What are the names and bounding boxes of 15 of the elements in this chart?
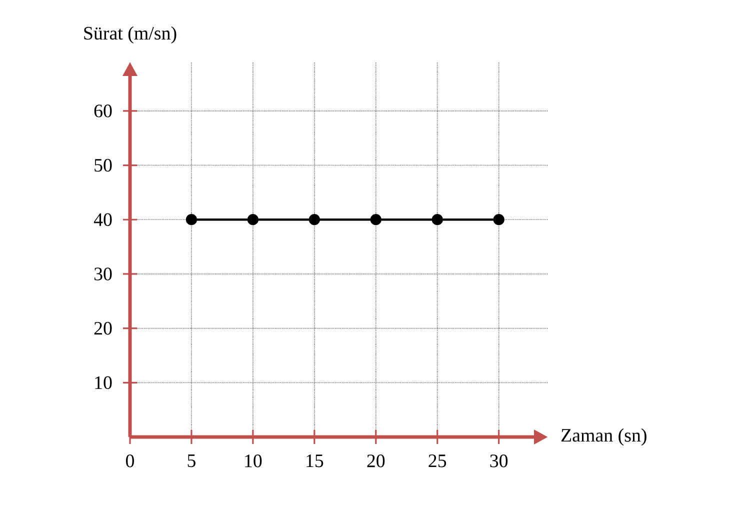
- x-tick-label: 25: [428, 454, 446, 468]
- y-tick-label: 10: [95, 376, 112, 390]
- x-tick-label: 15: [306, 454, 324, 468]
- y-tick-label: 30: [94, 268, 112, 280]
- x-tick-label: 10: [245, 454, 262, 468]
- y-tick-label: 40: [94, 213, 112, 226]
- x-tick-label: 30: [490, 454, 508, 468]
- x-tick-label: 0: [126, 454, 134, 468]
- y-tick-label: 60: [94, 104, 112, 118]
- x-axis-title: Zaman (sn): [561, 428, 646, 446]
- x-tick-label: 5: [188, 454, 196, 468]
- y-tick-label: 50: [94, 158, 112, 172]
- x-tick-label: 20: [367, 454, 385, 468]
- y-tick-label: 20: [94, 322, 112, 335]
- y-axis-title: Sürat (m/sn): [84, 26, 176, 44]
